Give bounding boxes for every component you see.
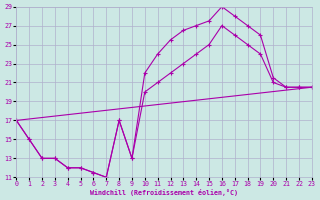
X-axis label: Windchill (Refroidissement éolien,°C): Windchill (Refroidissement éolien,°C) <box>90 189 238 196</box>
